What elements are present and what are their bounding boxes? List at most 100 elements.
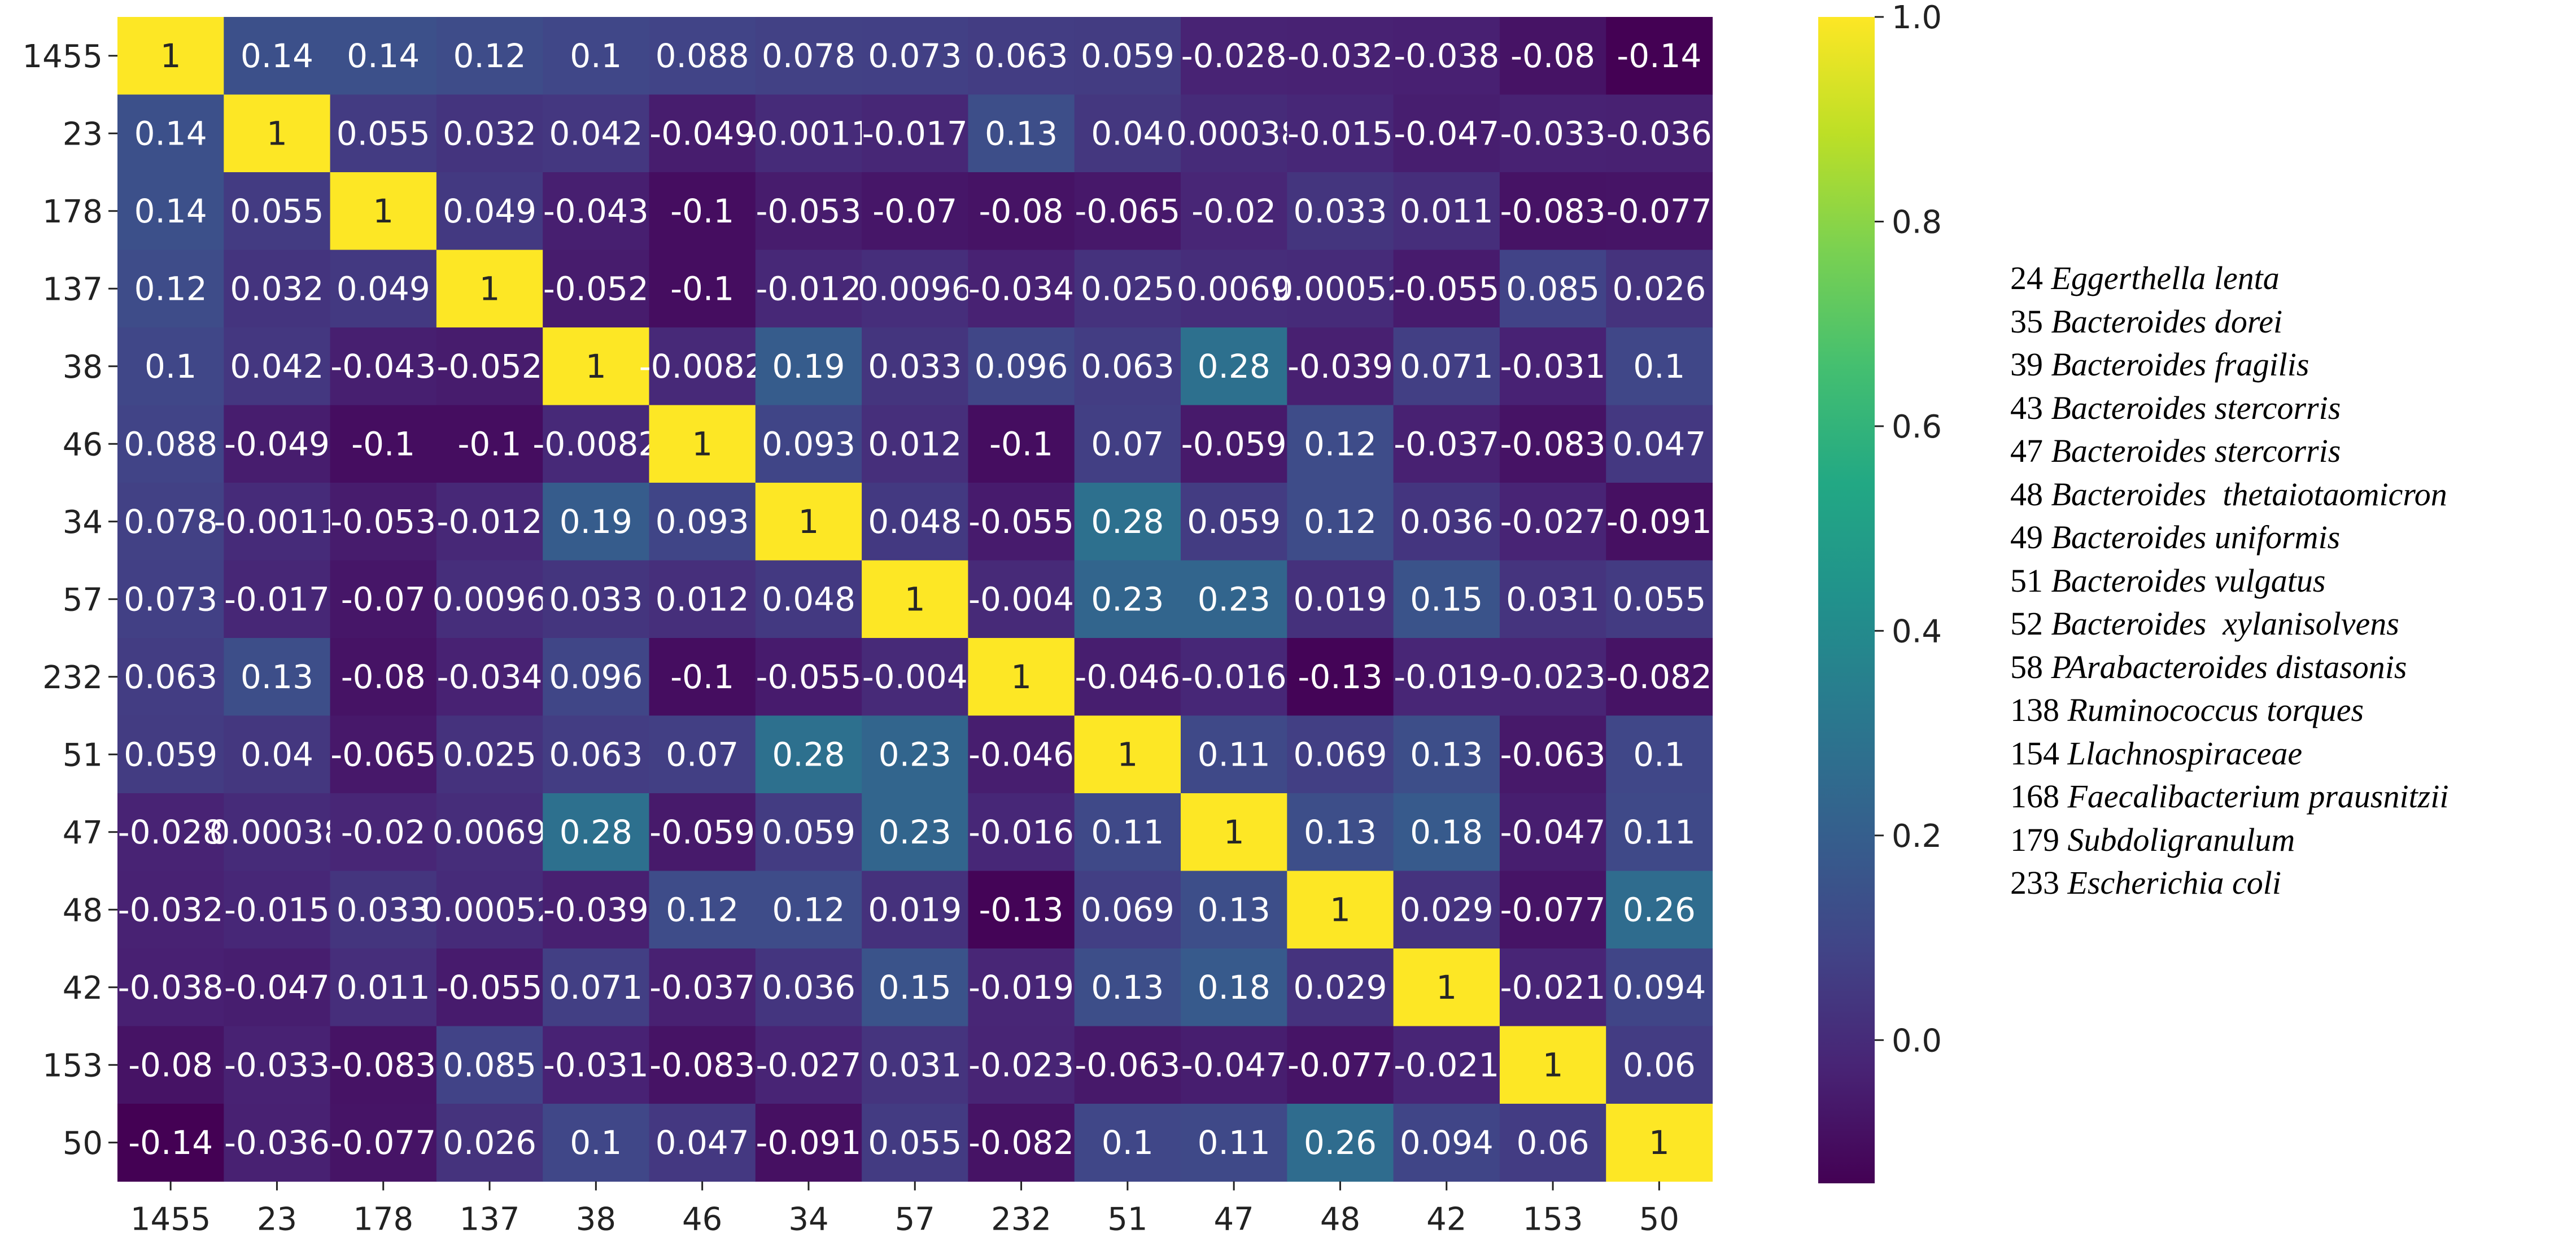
heatmap-cell <box>543 405 650 483</box>
legend-item: 24 Eggerthella lenta <box>2010 257 2449 300</box>
cell-value-label: -0.016 <box>968 813 1074 851</box>
heatmap-cell <box>968 250 1075 328</box>
legend-item-name: Llachnospiraceae <box>2067 735 2303 772</box>
cell-value-label: -0.031 <box>1500 347 1606 386</box>
cell-value-label: -0.055 <box>1394 269 1499 308</box>
x-tick-label: 178 <box>353 1201 413 1238</box>
heatmap-cell <box>1606 94 1713 173</box>
cell-value-label: 0.23 <box>879 735 951 773</box>
heatmap-cell <box>224 793 331 872</box>
y-tick-label: 48 <box>63 892 103 929</box>
heatmap-cell <box>117 405 224 483</box>
heatmap-cell <box>862 1026 968 1104</box>
cell-value-label: -0.046 <box>1075 658 1180 696</box>
cell-value-label: -0.065 <box>330 735 436 773</box>
cell-value-label: 0.12 <box>453 37 526 75</box>
legend-item-id: 51 <box>2010 562 2043 599</box>
heatmap-cell <box>1181 172 1287 251</box>
cell-value-label: 0.04 <box>1091 114 1164 152</box>
heatmap-cell <box>1393 1104 1500 1182</box>
heatmap-cell <box>117 94 224 173</box>
cell-value-label: 0.059 <box>1081 37 1175 75</box>
cell-value-label: 1 <box>586 347 606 386</box>
y-tick-label: 51 <box>63 737 103 773</box>
colorbar <box>1818 17 1875 1183</box>
heatmap-cell <box>1181 560 1287 639</box>
heatmap-cell <box>1499 250 1606 328</box>
cell-value-label: 0.12 <box>1304 425 1377 463</box>
cell-value-label: -0.077 <box>330 1123 436 1162</box>
cell-value-label: -0.019 <box>1394 658 1499 696</box>
legend-item: 43 Bacteroides stercorris <box>2010 387 2449 430</box>
cell-value-label: -0.036 <box>1606 114 1712 152</box>
x-tick-label: 34 <box>788 1201 828 1238</box>
heatmap-cell <box>755 638 862 716</box>
heatmap-cell <box>330 638 437 716</box>
heatmap-cell <box>1499 1104 1606 1182</box>
cell-value-label: -0.083 <box>649 1046 755 1084</box>
cell-value-label: -0.004 <box>968 580 1074 618</box>
cell-value-label: 0.1 <box>1633 735 1685 773</box>
heatmap-cell <box>436 715 543 794</box>
heatmap-cell <box>1393 405 1500 483</box>
heatmap-cell <box>1181 1104 1287 1182</box>
cell-value-label: 0.14 <box>134 192 207 230</box>
cell-value-label: 0.036 <box>762 968 855 1007</box>
cell-value-label: -0.077 <box>1287 1046 1393 1084</box>
cell-value-label: 0.00038 <box>1166 114 1302 152</box>
heatmap-cell <box>862 948 968 1027</box>
y-tick-label: 42 <box>63 970 103 1007</box>
cell-value-label: -0.0011 <box>214 502 340 541</box>
legend-item: 138 Ruminococcus torques <box>2010 689 2449 732</box>
heatmap-cell <box>224 1026 331 1104</box>
cell-value-label: -0.015 <box>1287 114 1393 152</box>
cell-value-label: 0.073 <box>868 37 962 75</box>
cell-value-label: 0.13 <box>1091 968 1164 1007</box>
heatmap-cell <box>1181 327 1287 406</box>
cell-value-label: 0.019 <box>1293 580 1387 618</box>
heatmap-cell <box>436 638 543 716</box>
legend-item-id: 43 <box>2010 389 2043 426</box>
cell-value-label: 0.094 <box>1400 1123 1494 1162</box>
heatmap-cell <box>755 483 862 561</box>
heatmap-cell <box>1181 483 1287 561</box>
heatmap-cell <box>543 715 650 794</box>
heatmap-cell <box>1393 172 1500 251</box>
legend-item: 39 Bacteroides fragilis <box>2010 343 2449 387</box>
legend-item: 49 Bacteroides uniformis <box>2010 516 2449 559</box>
cell-value-label: 0.13 <box>1304 813 1377 851</box>
legend-item-id: 49 <box>2010 519 2043 556</box>
heatmap-cell <box>649 871 756 949</box>
cell-value-label: -0.1 <box>989 425 1053 463</box>
heatmap-cell <box>436 250 543 328</box>
cell-value-label: 0.078 <box>124 502 217 541</box>
cell-value-label: 0.094 <box>1612 968 1706 1007</box>
cell-value-label: -0.036 <box>224 1123 330 1162</box>
heatmap-cell <box>1074 1104 1181 1182</box>
cell-value-label: 0.063 <box>1081 347 1175 386</box>
heatmap-cell <box>968 715 1075 794</box>
cell-value-label: 0.036 <box>1400 502 1494 541</box>
cell-value-label: -0.043 <box>330 347 436 386</box>
cell-value-label: 0.13 <box>241 658 313 696</box>
heatmap-cell <box>755 172 862 251</box>
legend-item: 58 PArabacteroides distasonis <box>2010 646 2449 689</box>
heatmap-cell <box>117 483 224 561</box>
legend-item-id: 52 <box>2010 605 2043 642</box>
legend-item: 233 Escherichia coli <box>2010 862 2449 905</box>
heatmap-cell <box>755 1104 862 1182</box>
heatmap-cell <box>1074 793 1181 872</box>
x-tick-label: 1455 <box>130 1201 211 1238</box>
heatmap-cell <box>1393 17 1500 95</box>
heatmap-cell <box>1287 1104 1394 1182</box>
cell-value-label: 1 <box>1117 735 1138 773</box>
cell-value-label: 0.025 <box>1081 269 1175 308</box>
cell-value-label: 1 <box>479 269 500 308</box>
heatmap-cell <box>649 94 756 173</box>
colorbar-tick-label: 1.0 <box>1892 0 1942 36</box>
heatmap-cell <box>436 327 543 406</box>
legend-item-id: 39 <box>2010 346 2043 383</box>
heatmap-cell <box>117 715 224 794</box>
cell-value-label: 0.093 <box>656 502 749 541</box>
cell-value-label: 1 <box>798 502 819 541</box>
